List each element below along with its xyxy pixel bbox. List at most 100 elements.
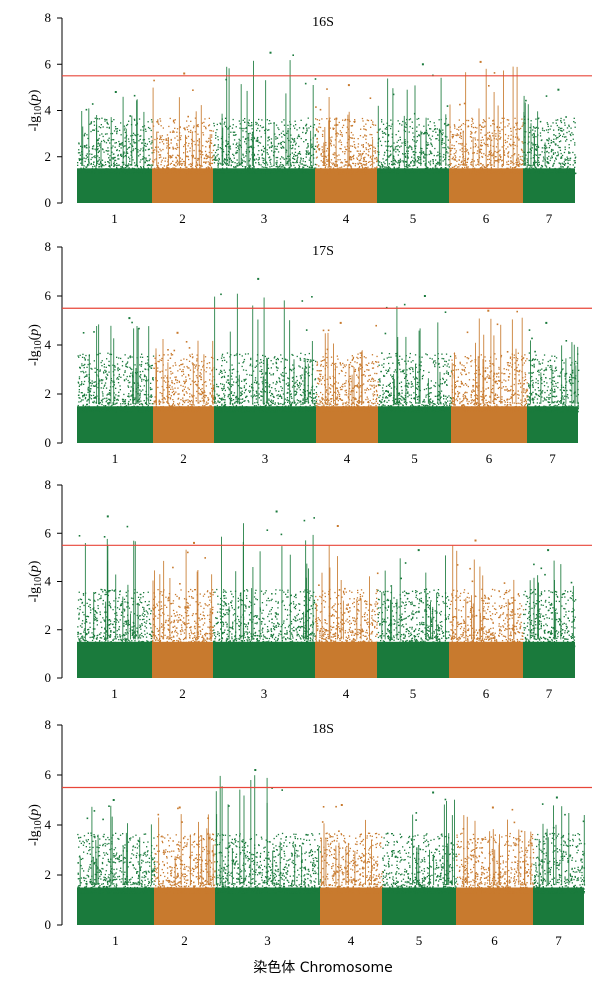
snp-point [139,403,141,406]
snp-point [367,172,369,174]
snp-point [92,394,95,396]
snp-point [510,134,512,136]
snp-point [441,168,443,170]
snp-point [421,151,423,154]
snp-point [138,167,140,170]
snp-point [413,164,415,166]
snp-point [98,163,100,165]
snp-point [229,157,231,160]
snp-point [435,170,437,173]
snp-point [258,150,260,152]
snp-point [232,168,234,170]
snp-point [109,389,111,391]
snp-point [150,172,152,175]
snp-point [404,170,406,172]
snp-point [339,133,341,136]
snp-point [488,85,490,87]
snp-point [564,164,566,166]
snp-point [241,169,243,171]
snp-spike [493,92,495,166]
snp-point [316,141,318,143]
snp-point [160,161,163,163]
snp-point [419,162,421,164]
snp-point [215,132,217,134]
snp-point [426,131,428,133]
snp-point [258,170,260,172]
snp-point [568,151,570,153]
snp-point [345,168,347,170]
snp-point [409,165,411,167]
snp-point [334,118,336,120]
snp-point [195,170,197,172]
snp-point [150,136,153,138]
snp-point [524,118,526,121]
snp-point [145,157,147,159]
snp-point [162,127,164,129]
snp-point [426,133,428,135]
snp-point [316,137,318,140]
snp-spike [403,115,405,166]
snp-point [231,127,234,129]
snp-point [281,171,283,173]
snp-point [541,127,544,129]
snp-point [380,170,383,172]
snp-point [516,170,518,172]
snp-point [343,170,345,172]
snp-point [399,158,401,160]
snp-point [484,154,487,156]
snp-point [184,166,187,168]
snp-point [161,138,163,141]
snp-point [260,170,262,172]
snp-point [104,133,107,135]
snp-point [350,159,352,161]
snp-point [483,170,486,173]
snp-point [514,171,516,174]
snp-point [211,162,213,165]
snp-point [309,152,311,154]
snp-point [116,132,118,135]
snp-point [282,157,284,159]
snp-point [346,126,348,128]
snp-point [123,155,125,158]
snp-point [126,165,128,167]
snp-point [128,147,130,149]
snp-point [458,172,460,174]
snp-point [506,119,508,121]
snp-point [283,124,286,126]
snp-point [541,129,544,131]
snp-point [98,126,100,128]
snp-point [223,169,225,171]
snp-point [346,167,349,169]
snp-point [547,142,550,145]
snp-point [149,169,151,171]
snp-point [326,118,328,120]
snp-point [102,409,104,412]
snp-point [108,157,110,159]
snp-point [455,141,458,143]
snp-point [518,172,521,174]
snp-point [354,146,356,148]
snp-point [139,161,141,163]
snp-point [514,170,517,173]
snp-point [235,126,237,128]
snp-point [495,138,497,140]
snp-point [174,137,176,139]
snp-point [86,147,88,149]
snp-point [573,171,575,173]
snp-point [216,155,218,157]
snp-point [101,391,104,393]
snp-point [90,122,92,125]
snp-point [233,157,235,159]
snp-point [157,162,159,164]
snp-point [166,139,168,141]
snp-point [207,170,209,172]
snp-point [452,135,454,138]
snp-point [548,155,550,158]
snp-point [245,152,248,154]
snp-point [279,142,282,144]
snp-point [477,160,479,163]
snp-point [341,166,343,168]
snp-point [300,163,302,165]
snp-point [318,165,320,167]
snp-point [380,144,383,147]
